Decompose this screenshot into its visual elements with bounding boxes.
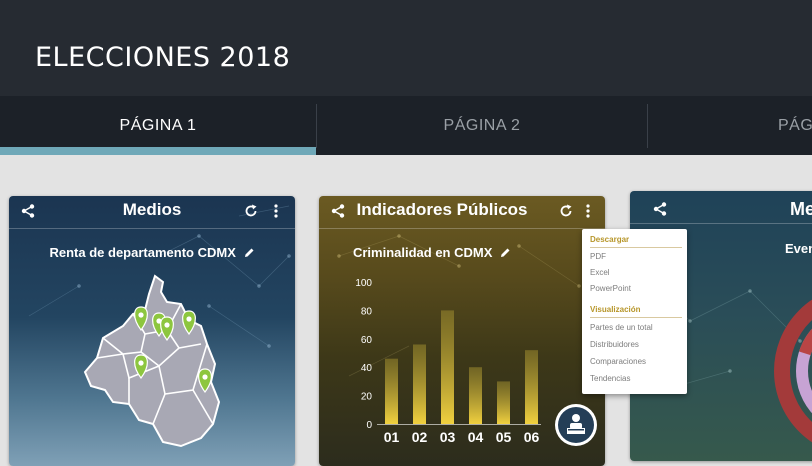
card-header: Medios <box>9 196 295 229</box>
tab-page-2[interactable]: PÁGINA 2 <box>443 117 521 134</box>
menu-divider <box>590 317 682 318</box>
x-tick-label: 02 <box>412 429 428 445</box>
y-tick-label: 60 <box>361 335 373 346</box>
map-pin-icon[interactable] <box>160 316 174 342</box>
presenter-icon <box>558 407 594 443</box>
tab-divider <box>647 104 648 148</box>
bar-chart: 0 20 40 60 80 100 01 02 03 04 05 06 <box>355 278 541 445</box>
bar-05[interactable] <box>497 381 510 424</box>
card-header: Indicadores Públicos <box>319 196 605 229</box>
card-title: Me <box>790 199 812 219</box>
map-pin-icon[interactable] <box>134 354 148 380</box>
refresh-icon[interactable] <box>244 204 258 222</box>
card-title: Medios <box>122 200 182 219</box>
app-title: ELECCIONES 2018 <box>35 42 291 73</box>
card-subtitle: Renta de departamento CDMX <box>9 245 295 261</box>
card-header: Me <box>630 191 812 224</box>
menu-item-powerpoint[interactable]: PowerPoint <box>590 284 631 293</box>
y-tick-label: 40 <box>361 363 373 374</box>
x-tick-label: 01 <box>384 429 400 445</box>
y-tick-label: 0 <box>366 420 372 431</box>
card-title: Indicadores Públicos <box>356 200 528 219</box>
menu-item-partes[interactable]: Partes de un total <box>590 323 653 332</box>
share-icon[interactable] <box>653 202 667 220</box>
presenter-button[interactable] <box>555 404 597 446</box>
map-pin-icon[interactable] <box>134 306 148 332</box>
menu-section-download: Descargar <box>590 235 630 244</box>
network-background <box>337 234 581 377</box>
y-tick-label: 100 <box>355 278 372 289</box>
x-tick-label: 04 <box>468 429 484 445</box>
menu-item-comparaciones[interactable]: Comparaciones <box>590 357 647 366</box>
menu-item-distribuidores[interactable]: Distribuidores <box>590 340 639 349</box>
refresh-icon[interactable] <box>559 204 573 222</box>
card-medios: Medios Renta de departamento CDMX <box>9 196 295 466</box>
y-tick-label: 20 <box>361 392 373 403</box>
share-icon[interactable] <box>21 204 35 222</box>
chart-title: Criminalidad en CDMX <box>319 245 575 261</box>
download-menu: Descargar PDF Excel PowerPoint Visualiza… <box>582 229 687 394</box>
edit-icon[interactable] <box>244 246 255 261</box>
subtitle-text: Renta de departamento CDMX <box>49 245 236 260</box>
tab-divider <box>316 104 317 148</box>
card-subtitle: Even <box>785 241 812 256</box>
menu-item-tendencias[interactable]: Tendencias <box>590 374 631 383</box>
more-vert-icon[interactable] <box>273 204 279 222</box>
tab-bar: PÁGINA 1 PÁGINA 2 PÁG <box>0 96 812 155</box>
donut-chart <box>774 299 812 443</box>
share-icon[interactable] <box>331 204 345 222</box>
menu-item-pdf[interactable]: PDF <box>590 252 606 261</box>
y-tick-label: 80 <box>361 306 373 317</box>
tab-page-3[interactable]: PÁG <box>778 117 812 134</box>
bar-03[interactable] <box>441 310 454 424</box>
bar-01[interactable] <box>385 358 398 424</box>
more-vert-icon[interactable] <box>585 204 591 222</box>
x-tick-label: 03 <box>440 429 456 445</box>
map-pin-icon[interactable] <box>198 368 212 394</box>
cdmx-map[interactable] <box>83 274 233 449</box>
menu-section-view: Visualización <box>590 305 641 314</box>
x-tick-label: 05 <box>496 429 512 445</box>
menu-item-excel[interactable]: Excel <box>590 268 610 277</box>
active-tab-indicator <box>0 147 316 155</box>
bar-02[interactable] <box>413 344 426 424</box>
menu-divider <box>590 247 682 248</box>
app-bar: ELECCIONES 2018 <box>0 0 812 96</box>
x-tick-label: 06 <box>524 429 540 445</box>
edit-icon[interactable] <box>500 246 511 261</box>
tab-page-1[interactable]: PÁGINA 1 <box>119 117 197 134</box>
bar-06[interactable] <box>525 350 538 424</box>
chart-title-text: Criminalidad en CDMX <box>352 245 493 260</box>
bar-04[interactable] <box>469 367 482 424</box>
map-pin-icon[interactable] <box>182 310 196 336</box>
